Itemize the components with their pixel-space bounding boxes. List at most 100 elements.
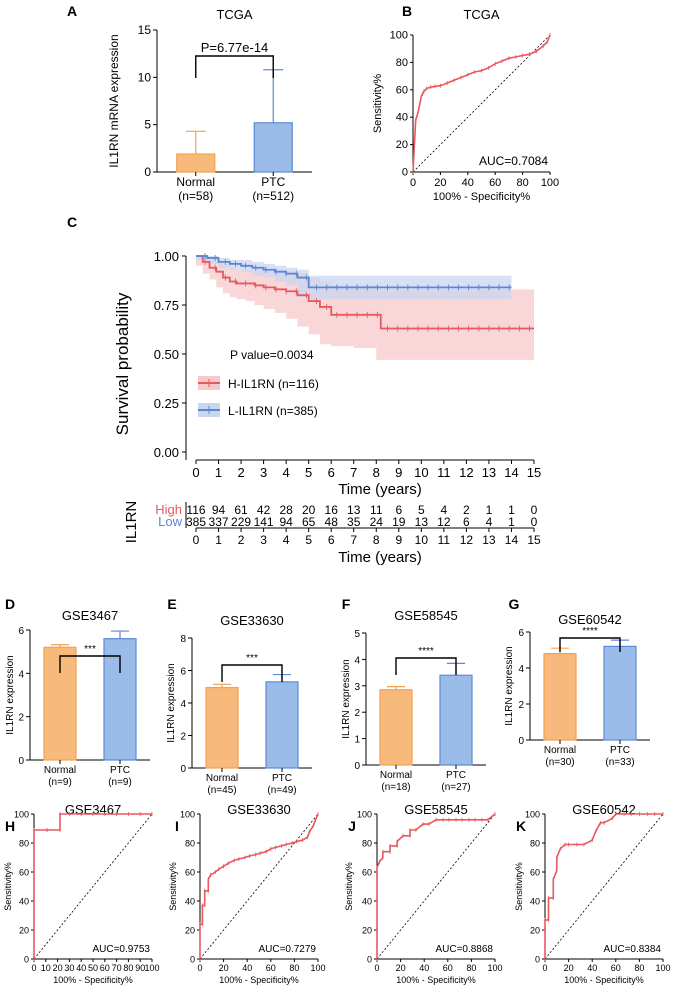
y-tick-label-D: 0 [18,756,24,767]
x-tick-label-A: (n=58) [178,189,213,203]
chart-title-B: TCGA [463,7,499,22]
y-axis-label-B: Sensitivity% [372,74,384,134]
y-tick-label-G: 0 [518,736,524,747]
y-tick-label-B: 0 [402,167,408,179]
reference-diagonal-I [199,813,319,960]
bar-A-0 [176,153,216,173]
auc-label-I: AUC=0.7279 [258,944,316,955]
x-axis-label-H: 100% - Specificity% [53,975,133,985]
x-tick-label-I: 60 [266,963,276,973]
chart-title-A: TCGA [216,7,252,22]
y-tick-label-I: 80 [185,839,195,849]
risk-table-x-label: Time (years) [338,549,422,566]
x-tick-label-E: (n=45) [207,785,236,796]
bar-G-0 [543,652,577,741]
survival-curve-0 [196,255,534,330]
reference-diagonal-J [376,813,496,960]
y-tick-label-J: 100 [357,810,372,820]
y-tick-label-E: 2 [180,732,186,743]
auc-label-B: AUC=0.7084 [479,154,548,168]
y-tick-label-H: 60 [19,868,29,878]
risk-value-low: 4 [486,515,493,529]
panel-C: C0.000.250.500.751.000 1 2 3 4 5 6 7 8 9 10 11 12 13 1… [67,214,541,566]
risk-value-high: 16 [325,503,339,517]
y-tick-label-J: 40 [362,897,372,907]
risk-table-tick-label: 8 [373,533,380,547]
risk-value-low: 13 [415,515,429,529]
y-tick-label-K: 0 [535,955,540,965]
x-tick-label-B: 80 [516,177,528,189]
y-tick-label-I: 40 [185,897,195,907]
y-tick-label-A: 5 [144,118,151,132]
y-tick-label-E: 4 [180,699,186,710]
x-tick-label-K: 40 [587,963,597,973]
y-tick-label-F: 5 [354,629,360,640]
risk-value-high: 1 [508,503,515,517]
y-tick-label-D: 2 [18,713,24,724]
x-tick-label-H: 0 [31,963,36,973]
risk-value-low: 141 [254,515,274,529]
y-tick-label-B: 20 [396,139,408,151]
significance-bracket-F [395,657,457,675]
x-tick-label-J: 40 [419,963,429,973]
y-tick-label-E: 6 [180,667,186,678]
reference-diagonal-B [412,34,551,173]
bar-G-1 [603,645,637,741]
panel-I: I GSE33630 0 20 40 60 80 100 0 20 40 60 80 100 100% - … [168,802,326,985]
risk-value-high: 11 [370,503,383,517]
x-axis-label-B: 100% - Specificity% [433,191,530,203]
x-tick-label-H: 10 [41,963,51,973]
y-tick-label-G: 4 [518,664,524,675]
x-tick-label-I: 40 [242,963,252,973]
y-tick-label-C: 0.25 [154,396,179,411]
risk-value-high: 1 [486,503,493,517]
y-tick-label-C: 0.50 [154,347,179,362]
risk-value-high: 5 [418,503,425,517]
risk-value-high: 116 [186,503,205,517]
x-tick-label-J: 80 [466,963,476,973]
panel-label-D: D [5,596,15,612]
x-tick-label-C: 0 [192,465,199,480]
x-tick-label-K: 60 [611,963,621,973]
auc-label-H: AUC=0.9753 [92,944,150,955]
y-tick-label-H: 80 [19,839,29,849]
risk-value-high: 13 [347,503,361,517]
panel-label-C: C [67,214,77,230]
x-tick-label-E: PTC [272,773,292,784]
panel-label-I: I [175,818,179,834]
x-tick-label-C: 2 [237,465,244,480]
x-tick-label-A: (n=512) [252,189,294,203]
x-tick-label-D: Normal [44,765,76,776]
x-tick-label-I: 100 [310,963,325,973]
x-tick-label-C: 10 [414,465,428,480]
risk-value-low: 65 [302,515,316,529]
chart-title-G: GSE60542 [558,612,622,627]
risk-table-tick-label: 5 [305,533,312,547]
risk-table-tick-label: 3 [260,533,267,547]
y-tick-label-D: 4 [18,669,24,680]
risk-value-high: 94 [212,503,226,517]
y-tick-label-J: 20 [362,926,372,936]
y-tick-label-H: 100 [14,810,29,820]
x-tick-label-J: 20 [396,963,406,973]
x-tick-label-G: PTC [610,745,630,756]
roc-curve-H [33,813,152,959]
bar-F-1 [439,674,473,766]
risk-table-tick-label: 4 [283,533,290,547]
y-axis-label-F: IL1RN expression [341,659,352,738]
risk-table-tick-label: 1 [215,533,222,547]
y-tick-label-G: 6 [518,628,524,639]
risk-value-high: 6 [395,503,402,517]
risk-value-low: 48 [325,515,339,529]
y-tick-label-I: 20 [185,926,195,936]
x-tick-label-F: (n=27) [441,782,470,793]
y-tick-label-A: 15 [138,23,152,37]
risk-table-title: IL1RN [123,501,140,544]
x-tick-label-H: 90 [135,963,145,973]
x-tick-label-H: 70 [112,963,122,973]
x-tick-label-J: 0 [374,963,379,973]
y-tick-label-B: 60 [396,84,408,96]
x-tick-label-C: 3 [260,465,267,480]
bar-E-1 [265,681,299,769]
